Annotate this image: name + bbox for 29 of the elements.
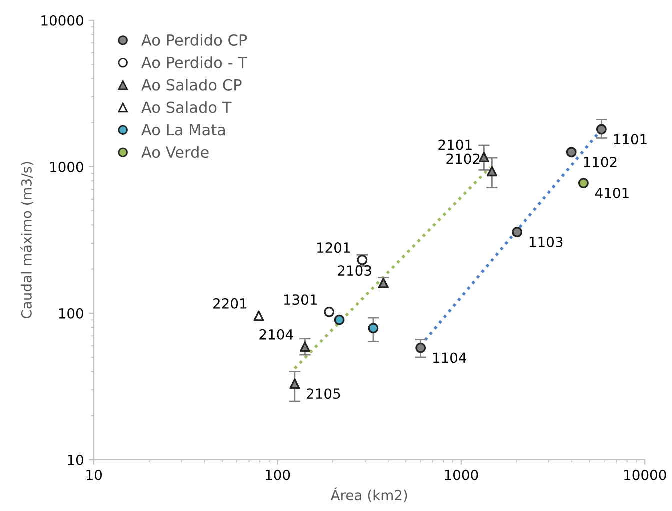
x-tick-label: 10000 [624,470,666,480]
annotation: 1101 [614,134,647,145]
annotation: 1102 [584,157,617,168]
x-axis-title: Área (km2) [330,488,408,502]
annotation: 1103 [530,236,563,248]
annotation: 1201 [317,242,350,254]
annotation: 2103 [338,266,372,276]
annotation: 2101 [438,140,472,150]
annotation: 4101 [595,188,629,198]
legend-label: Ao La Mata [142,124,226,136]
x-tick-label: 100 [266,470,290,480]
annotation: 1301 [284,294,317,306]
legend-label: Ao Salado T [142,101,232,114]
y-tick-label: 10000 [42,15,84,26]
y-tick-label: 100 [59,308,84,319]
annotation: 2105 [307,388,340,400]
y-tick-label: 10 [68,454,84,466]
legend-label: Ao Perdido - T [142,56,248,68]
y-tick-label: 1000 [50,162,84,172]
annotation: 2104 [260,329,294,340]
annotation: 2201 [214,298,247,309]
y-axis-title: Caudal máximo (m3/s) [20,162,34,319]
annotation: 2102 [446,154,480,164]
legend-label: Ao Verde [142,146,209,158]
legend-label: Ao Salado CP [142,79,242,91]
x-tick-label: 10 [86,470,102,480]
annotation: 1104 [433,352,466,364]
legend-label: Ao Perdido CP [142,34,248,46]
x-tick-label: 1000 [445,470,478,480]
